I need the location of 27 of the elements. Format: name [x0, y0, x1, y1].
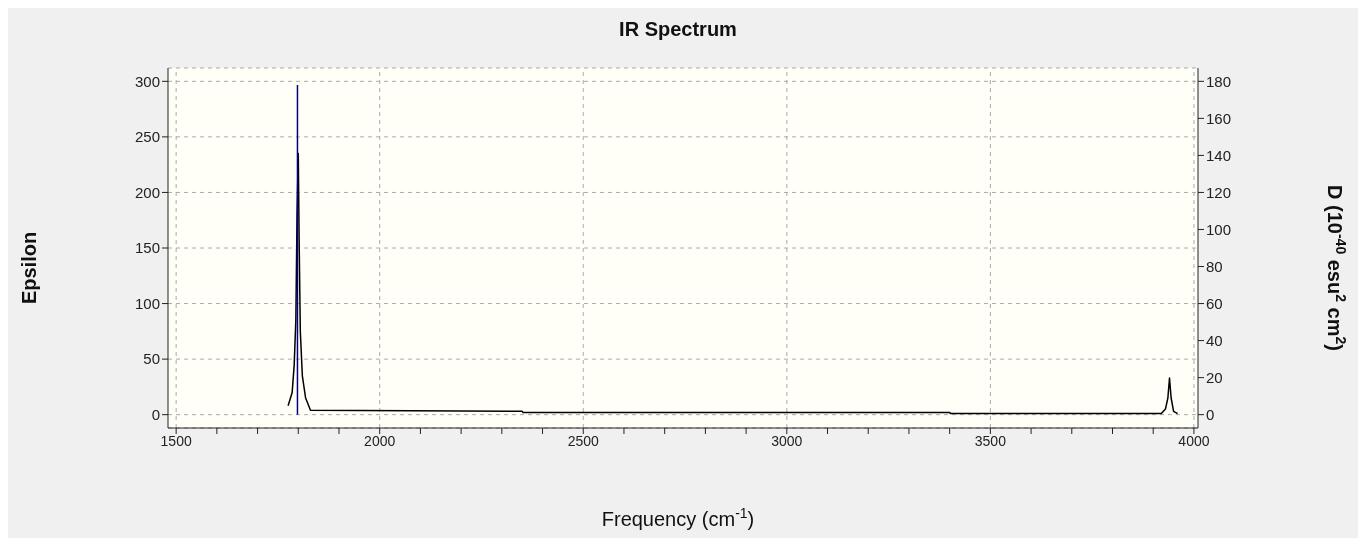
y2-tick-label: 120 — [1206, 183, 1232, 201]
y-tick-label: 0 — [151, 405, 160, 423]
y-tick-label: 300 — [134, 72, 160, 90]
y-axis-title: Epsilon — [18, 231, 40, 305]
y2-tick-label: 80 — [1206, 257, 1223, 275]
y-tick-label: 250 — [134, 128, 160, 146]
x-tick-label: 3500 — [974, 432, 1007, 449]
x-tick-label: 1500 — [160, 432, 192, 449]
y2-tick-label: 0 — [1206, 405, 1215, 423]
x-axis-title: Frequency (cm$^{-1}$) — [601, 505, 755, 530]
y2-tick-label: 20 — [1206, 368, 1223, 386]
y2-tick-label: 40 — [1206, 331, 1223, 349]
chart-title: IR Spectrum — [619, 18, 737, 40]
y2-tick-label: 140 — [1206, 146, 1232, 164]
y2-tick-label: 100 — [1206, 220, 1232, 238]
y2-tick-label: 180 — [1206, 72, 1232, 90]
x-tick-label: 4000 — [1178, 432, 1210, 449]
y2-tick-label: 60 — [1206, 294, 1223, 312]
x-tick-label: 2500 — [567, 432, 600, 449]
y2-tick-label: 160 — [1206, 109, 1232, 127]
y-tick-label: 100 — [134, 294, 160, 312]
y-tick-label: 200 — [134, 183, 160, 201]
y-tick-label: 150 — [134, 239, 160, 257]
x-tick-label: 2000 — [364, 432, 396, 449]
x-tick-label: 3000 — [771, 432, 803, 449]
line-series — [287, 152, 1179, 415]
y-tick-label: 50 — [143, 350, 160, 368]
